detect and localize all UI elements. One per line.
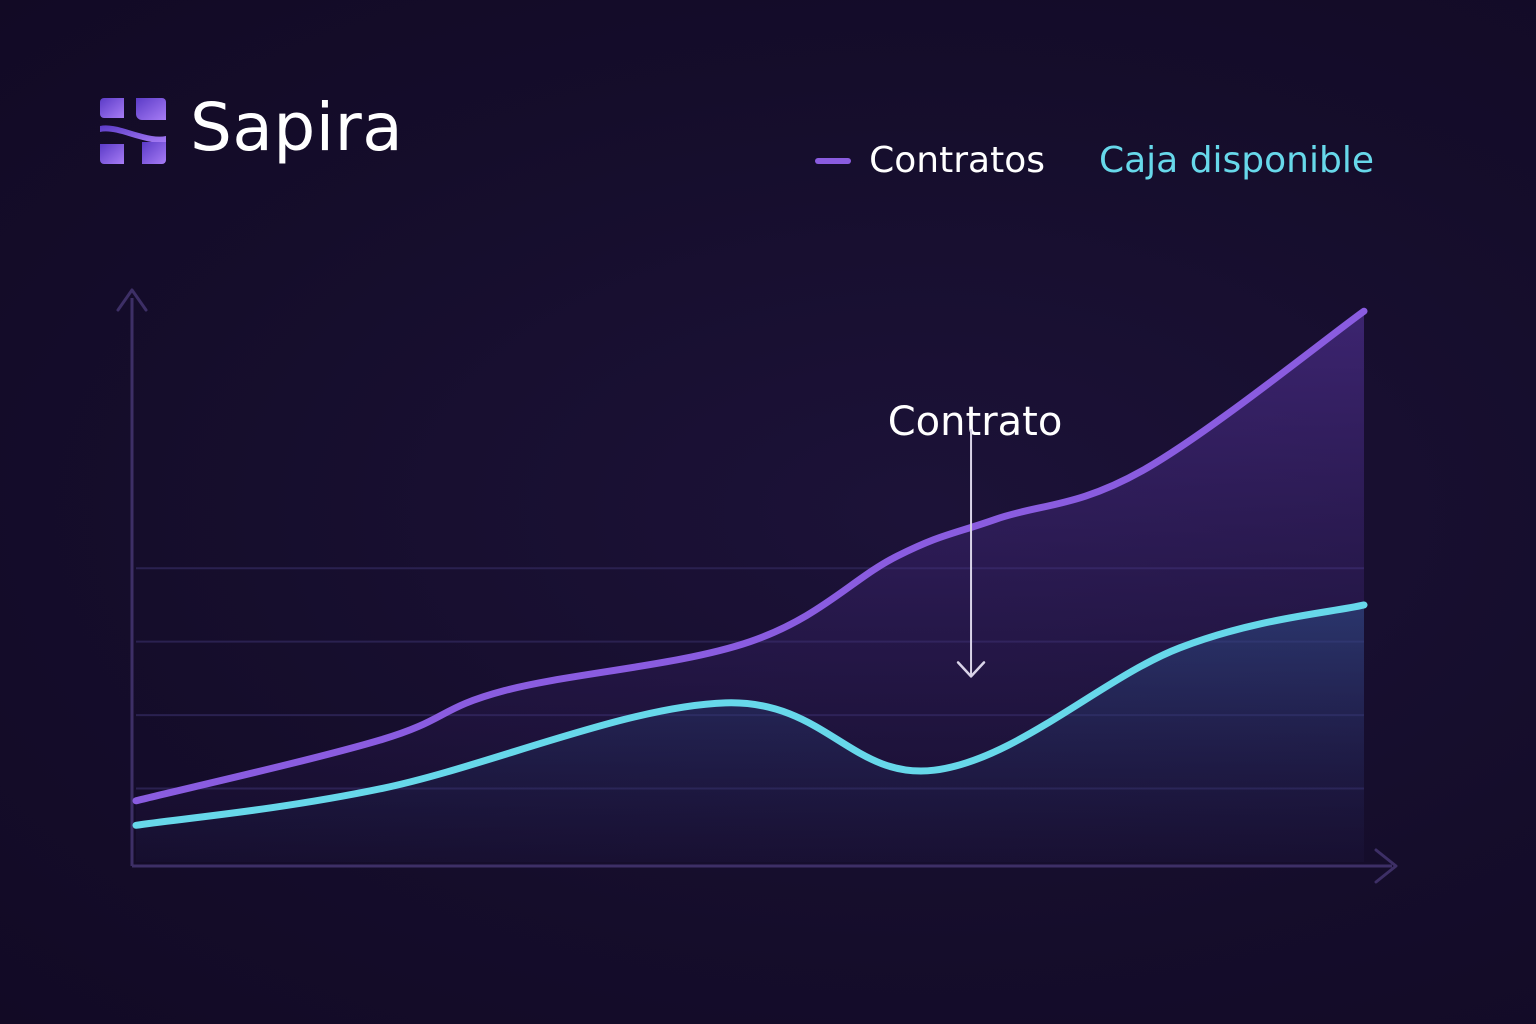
chart-legend: Contratos Caja disponible xyxy=(815,140,1374,181)
y-axis-arrow xyxy=(116,288,148,312)
series-line-contratos xyxy=(132,307,1368,805)
legend-swatch-contratos xyxy=(815,157,852,164)
legend-item-contratos: Contratos xyxy=(815,140,1045,181)
line-layer xyxy=(132,307,1368,829)
sapira-logo-icon xyxy=(100,98,166,164)
legend-item-caja: Caja disponible xyxy=(1099,140,1374,181)
axis-layer xyxy=(116,288,1398,884)
legend-label-caja: Caja disponible xyxy=(1098,140,1374,181)
series-line-caja xyxy=(132,601,1368,829)
annotation-label: Contrato xyxy=(888,399,1063,445)
brand-name: Sapira xyxy=(190,89,404,166)
annotation-layer: Contrato xyxy=(888,399,1063,678)
series-area-caja xyxy=(136,604,1364,862)
annotation-arrow-head xyxy=(956,661,986,678)
brand-logo: Sapira xyxy=(98,89,404,166)
x-axis-arrow xyxy=(1374,848,1398,884)
legend-label-contratos: Contratos xyxy=(869,140,1045,181)
area-layer xyxy=(136,311,1364,862)
